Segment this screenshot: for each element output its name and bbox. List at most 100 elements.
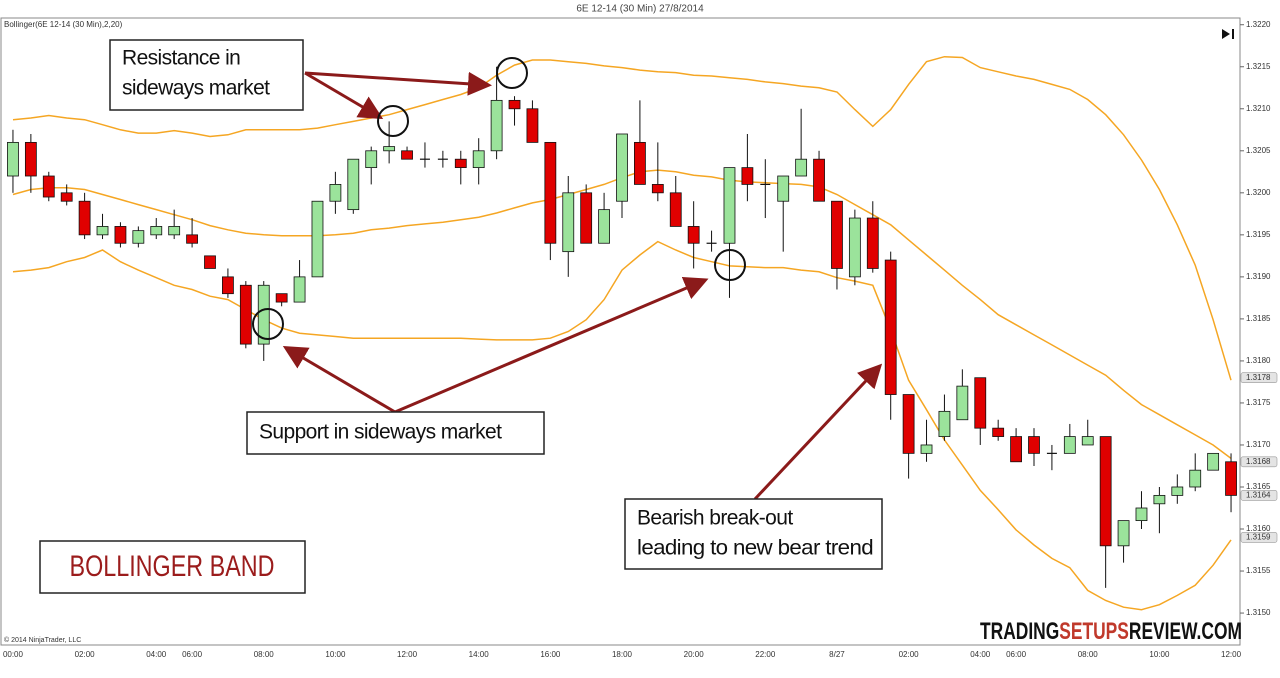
- copyright: © 2014 NinjaTrader, LLC: [4, 636, 81, 644]
- candle-body: [78, 200, 91, 236]
- candle-body: [1153, 494, 1166, 505]
- y-tick-label: 1.3170: [1246, 440, 1271, 449]
- annotations: Resistance in sideways market Support in…: [39, 39, 1242, 645]
- y-tick-label: 1.3150: [1246, 608, 1271, 617]
- candle-body: [902, 394, 915, 454]
- touch-circle: [714, 249, 746, 281]
- candle-body: [920, 444, 933, 454]
- candle-body: [544, 141, 557, 244]
- price-marker-label: 1.3159: [1246, 533, 1271, 542]
- candle-body: [956, 385, 969, 421]
- y-tick-label: 1.3160: [1246, 524, 1271, 533]
- indicator-label: Bollinger(6E 12-14 (30 Min),2,20): [4, 20, 123, 29]
- candle-body: [813, 158, 825, 202]
- candle-body: [1207, 452, 1220, 471]
- arrow: [304, 71, 492, 96]
- touch-circle: [496, 57, 528, 89]
- candle-body: [598, 209, 610, 244]
- candle-body: [7, 141, 19, 177]
- candle-body: [723, 167, 736, 244]
- candle-body: [938, 410, 951, 437]
- y-tick-label: 1.3205: [1246, 146, 1271, 155]
- y-tick-label: 1.3215: [1246, 62, 1271, 71]
- bollinger-upper: [12, 55, 1232, 381]
- candle-body: [1117, 520, 1130, 547]
- candle-body: [562, 192, 575, 253]
- x-tick-label: 04:00: [146, 650, 167, 659]
- x-tick-label: 18:00: [612, 650, 633, 659]
- chart-title: 6E 12-14 (30 Min) 27/8/2014: [576, 4, 704, 15]
- candle-body: [992, 427, 1005, 437]
- candle-body: [1028, 436, 1040, 454]
- x-tick-label: 10:00: [1149, 650, 1170, 659]
- candle-body: [329, 184, 342, 202]
- candle-body: [114, 226, 127, 244]
- candle-body: [1010, 436, 1022, 463]
- candle-body: [472, 150, 485, 169]
- candle-body: [884, 259, 897, 395]
- chart-label: BOLLINGER BAND: [70, 550, 275, 583]
- x-tick-label: 12:00: [397, 650, 418, 659]
- candle-body: [186, 234, 198, 244]
- candle-body: [831, 200, 843, 269]
- arrow: [394, 277, 709, 414]
- candle-body: [365, 150, 378, 169]
- y-tick-label: 1.3165: [1246, 482, 1271, 491]
- annotation-text: leading to new bear trend: [637, 537, 873, 560]
- annotation-text: sideways market: [122, 77, 270, 100]
- candle-body: [401, 150, 413, 160]
- candle-body: [1135, 507, 1148, 522]
- y-tick-label: 1.3195: [1246, 230, 1271, 239]
- x-tick-label: 02:00: [899, 650, 920, 659]
- price-marker: [1240, 532, 1278, 543]
- candle-body: [866, 217, 879, 269]
- x-tick-label: 10:00: [325, 650, 346, 659]
- price-marker-label: 1.3168: [1246, 457, 1271, 466]
- y-tick-label: 1.3220: [1246, 20, 1271, 29]
- x-tick-label: 00:00: [3, 650, 24, 659]
- candle-body: [24, 141, 37, 177]
- y-tick-label: 1.3210: [1246, 104, 1271, 113]
- touch-circle: [377, 105, 409, 137]
- x-tick-label: 14:00: [469, 650, 490, 659]
- candle-body: [490, 99, 503, 152]
- bollinger-lower: [12, 240, 1232, 611]
- touch-circle: [252, 308, 284, 340]
- plot-area: 1.3150 1.3155 1.3160 1.3165 1.3170 1.3175 1.31…: [3, 20, 1278, 659]
- candle-body: [1081, 436, 1094, 446]
- candle-body: [222, 276, 234, 295]
- candle-body: [1171, 486, 1184, 496]
- candle-body: [383, 146, 396, 152]
- label-box: [39, 540, 306, 594]
- x-tick-label: 16:00: [540, 650, 561, 659]
- x-tick-label: 06:00: [182, 650, 203, 659]
- y-tick-label: 1.3180: [1246, 356, 1271, 365]
- candle-body: [132, 230, 145, 244]
- arrow: [753, 363, 883, 501]
- x-tick-label: 12:00: [1221, 650, 1242, 659]
- candle-body: [1225, 461, 1237, 496]
- candle-body: [168, 226, 181, 236]
- price-marker-label: 1.3164: [1246, 491, 1271, 500]
- candle-body: [347, 158, 360, 211]
- candle-body: [60, 192, 73, 202]
- candle-body: [239, 284, 252, 345]
- annotation-text: Resistance in: [122, 47, 240, 70]
- brand-part: TRADING: [980, 618, 1059, 645]
- candle-body: [96, 226, 109, 236]
- candle-body: [580, 192, 593, 244]
- annotation-box: [109, 39, 304, 111]
- candle-body: [508, 99, 521, 110]
- scroll-end-button[interactable]: [1222, 29, 1234, 39]
- candle-body: [634, 141, 646, 185]
- y-tick-label: 1.3185: [1246, 314, 1271, 323]
- candle-body: [669, 192, 682, 227]
- candle-body: [526, 108, 539, 143]
- candle-body: [1189, 469, 1202, 488]
- candle-body: [1063, 436, 1076, 454]
- candle-body: [651, 184, 664, 194]
- arrow: [304, 71, 384, 120]
- y-tick-label: 1.3190: [1246, 272, 1271, 281]
- price-marker-label: 1.3178: [1246, 373, 1271, 382]
